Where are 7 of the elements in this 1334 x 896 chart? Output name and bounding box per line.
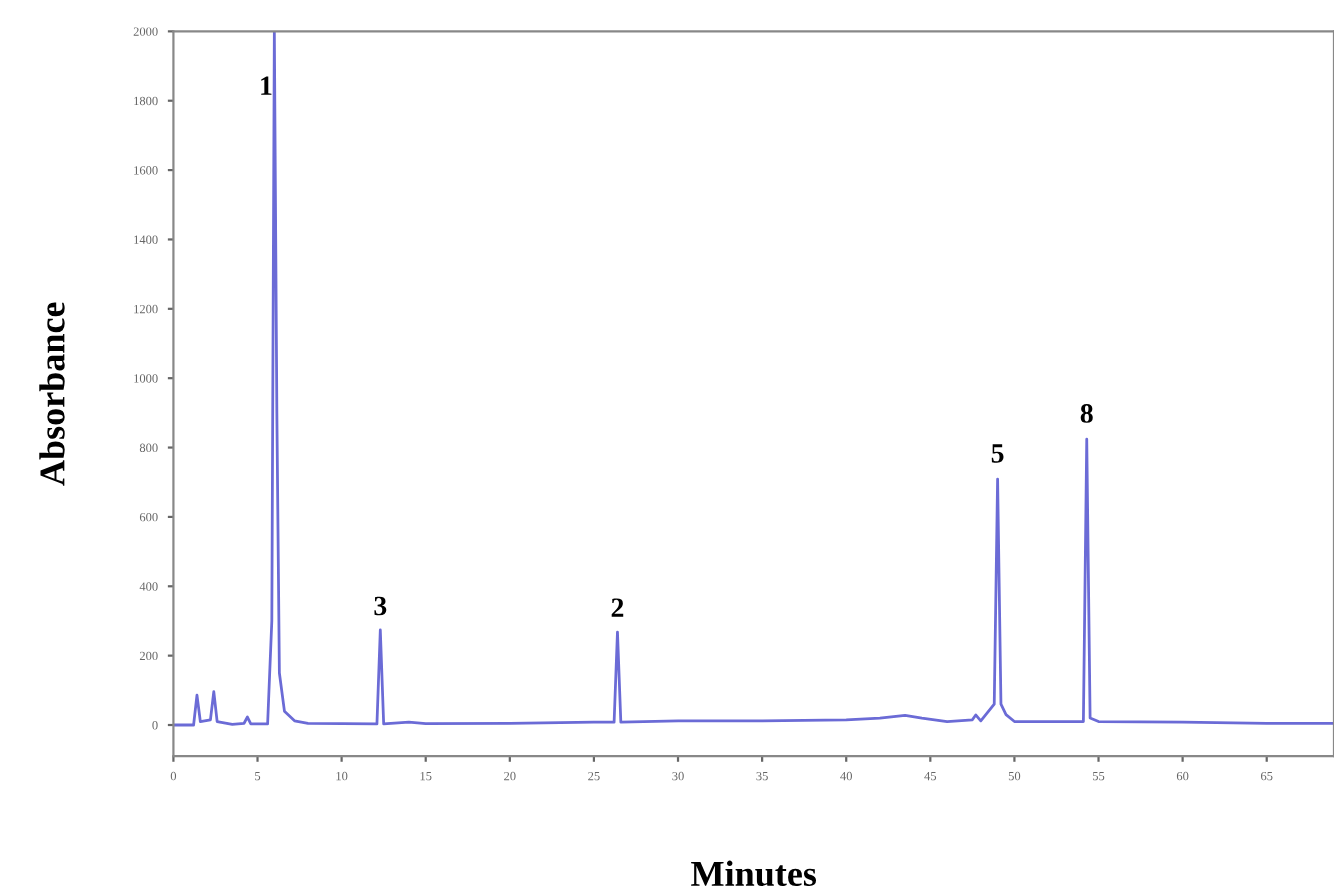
y-axis-title: Absorbance bbox=[39, 302, 65, 486]
annotation: 3 bbox=[374, 596, 387, 616]
x-axis-title: Minutes bbox=[691, 860, 817, 887]
annotation: 2 bbox=[611, 598, 624, 617]
annotation: 1 bbox=[261, 76, 272, 95]
annotation: 5 bbox=[991, 444, 1004, 463]
annotation: 8 bbox=[1080, 404, 1093, 423]
